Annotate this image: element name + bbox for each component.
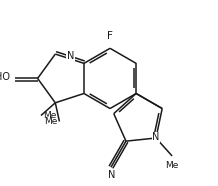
Text: N: N — [152, 132, 160, 142]
Text: F: F — [107, 31, 113, 41]
Text: HO: HO — [0, 73, 10, 82]
Text: N: N — [108, 170, 116, 180]
Text: Me: Me — [43, 111, 56, 120]
Text: Me: Me — [165, 161, 179, 170]
Text: N: N — [67, 51, 74, 61]
Text: Me: Me — [44, 117, 58, 126]
